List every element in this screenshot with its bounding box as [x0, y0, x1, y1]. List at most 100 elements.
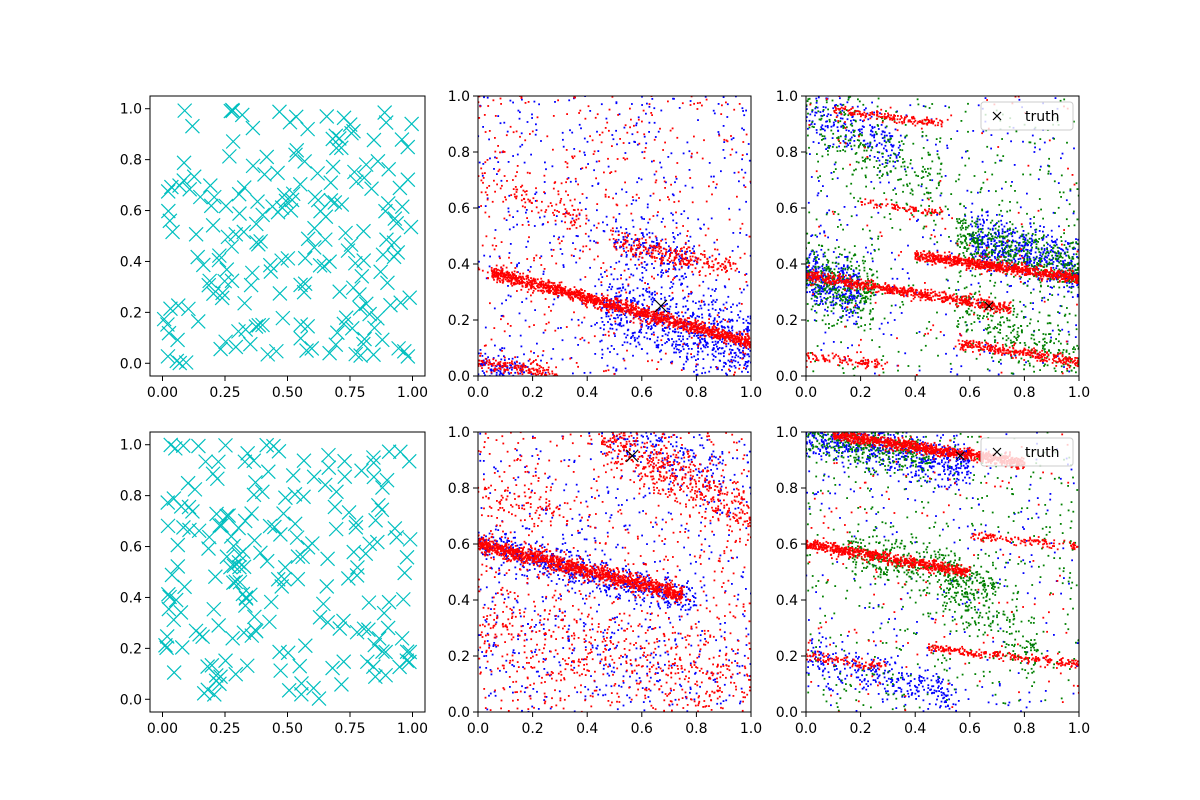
point: [562, 145, 565, 148]
point: [712, 263, 715, 266]
sample-marker: [238, 322, 254, 337]
point: [849, 297, 852, 300]
point: [685, 355, 688, 358]
point: [670, 251, 672, 254]
point: [615, 328, 618, 331]
point: [674, 252, 677, 255]
point: [738, 348, 741, 351]
point: [620, 255, 623, 257]
point: [615, 261, 618, 264]
point: [521, 224, 524, 226]
sample-marker: [224, 239, 240, 254]
sample-marker: [344, 320, 360, 336]
point: [817, 267, 820, 270]
point: [507, 161, 510, 163]
point: [689, 250, 691, 252]
point: [617, 230, 620, 233]
point: [643, 298, 646, 301]
point: [594, 116, 597, 119]
point: [743, 252, 746, 255]
point: [501, 184, 503, 187]
point: [672, 264, 675, 267]
point: [554, 290, 556, 293]
point: [601, 131, 604, 134]
point: [572, 213, 574, 216]
point: [680, 369, 683, 371]
point: [554, 219, 557, 222]
point: [521, 279, 523, 282]
point: [707, 287, 710, 290]
point: [726, 373, 728, 376]
point: [970, 238, 973, 240]
point: [657, 343, 660, 346]
point: [665, 314, 668, 317]
point: [647, 308, 650, 311]
point: [1064, 259, 1066, 262]
sample-marker: [323, 175, 339, 191]
point: [697, 345, 699, 348]
sample-marker: [244, 265, 260, 281]
point: [554, 284, 556, 287]
point: [692, 325, 695, 327]
sample-marker: [362, 306, 378, 322]
point: [996, 245, 999, 247]
point: [701, 316, 704, 319]
point: [1056, 260, 1058, 262]
point: [509, 295, 512, 298]
point: [612, 230, 614, 232]
point: [553, 293, 556, 296]
point: [579, 201, 581, 204]
point: [727, 326, 730, 329]
point: [668, 263, 670, 265]
sample-marker: [344, 125, 359, 141]
point: [642, 288, 645, 290]
point: [714, 326, 717, 328]
point: [735, 96, 737, 98]
point: [580, 296, 582, 299]
point: [600, 339, 603, 342]
point: [495, 270, 498, 273]
point: [691, 152, 693, 155]
point: [673, 97, 675, 100]
point: [662, 256, 665, 259]
point: [609, 172, 611, 174]
point: [632, 317, 635, 320]
point: [817, 286, 820, 289]
point: [492, 369, 494, 372]
point: [747, 340, 749, 342]
point: [1009, 229, 1011, 231]
point: [829, 290, 831, 293]
point: [494, 229, 497, 231]
point: [499, 187, 502, 190]
point: [511, 357, 514, 360]
sample-marker: [358, 157, 374, 173]
point: [676, 319, 679, 322]
point: [854, 295, 856, 298]
point: [624, 301, 627, 304]
point: [820, 248, 823, 251]
point: [854, 323, 857, 326]
point: [843, 122, 846, 125]
point: [533, 360, 535, 362]
point: [663, 176, 665, 179]
point: [622, 324, 625, 327]
point: [694, 302, 697, 304]
point: [719, 309, 722, 312]
point: [484, 374, 486, 376]
point: [601, 301, 604, 304]
point: [725, 363, 727, 365]
point: [673, 258, 676, 261]
point: [636, 131, 639, 134]
point: [582, 250, 584, 253]
point: [584, 154, 586, 156]
point: [486, 360, 488, 362]
point: [741, 342, 744, 345]
point: [507, 285, 509, 287]
point: [811, 282, 814, 284]
point: [571, 155, 573, 158]
point: [558, 211, 560, 213]
point: [514, 363, 517, 365]
point: [532, 289, 535, 292]
point: [1060, 248, 1062, 250]
sample-marker: [289, 142, 305, 158]
